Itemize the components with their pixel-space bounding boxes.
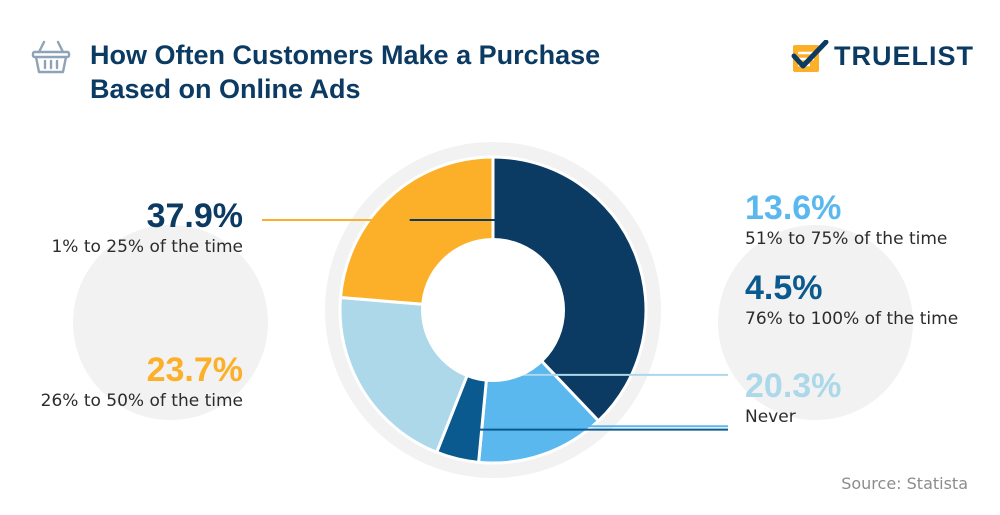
slice-4-percent: 20.3% <box>745 367 842 405</box>
slice-5-percent: 23.7% <box>146 351 243 389</box>
donut-hole <box>421 238 565 382</box>
shopping-basket-icon <box>31 40 71 74</box>
label-slice-4: 20.3% Never <box>745 368 841 428</box>
chart-title: How Often Customers Make a Purchase Base… <box>90 38 730 106</box>
left-background-circle <box>73 225 268 420</box>
truelist-logo-icon <box>791 40 829 72</box>
slice-5-category: 26% to 50% of the time <box>40 391 243 411</box>
slice-2-percent: 13.6% <box>745 189 842 227</box>
label-slice-3: 4.5% 76% to 100% of the time <box>745 270 958 330</box>
right-background-circle <box>718 225 913 420</box>
slice-3-category: 76% to 100% of the time <box>745 309 959 329</box>
label-slice-2: 13.6% 51% to 75% of the time <box>745 190 947 250</box>
slice-2-category: 51% to 75% of the time <box>745 229 948 249</box>
chart-title-line-1: How Often Customers Make a Purchase <box>90 40 601 70</box>
label-slice-5: 23.7% 26% to 50% of the time <box>41 352 243 412</box>
source-note: Source: Statista <box>841 474 968 493</box>
brand-name: TRUELIST <box>834 41 974 71</box>
label-slice-1: 37.9% 1% to 25% of the time <box>51 198 243 258</box>
slice-3-percent: 4.5% <box>745 269 823 307</box>
chart-title-line-2: Based on Online Ads <box>90 74 361 104</box>
slice-1-category: 1% to 25% of the time <box>51 237 243 257</box>
slice-4-category: Never <box>745 407 796 427</box>
slice-1-percent: 37.9% <box>146 197 243 235</box>
